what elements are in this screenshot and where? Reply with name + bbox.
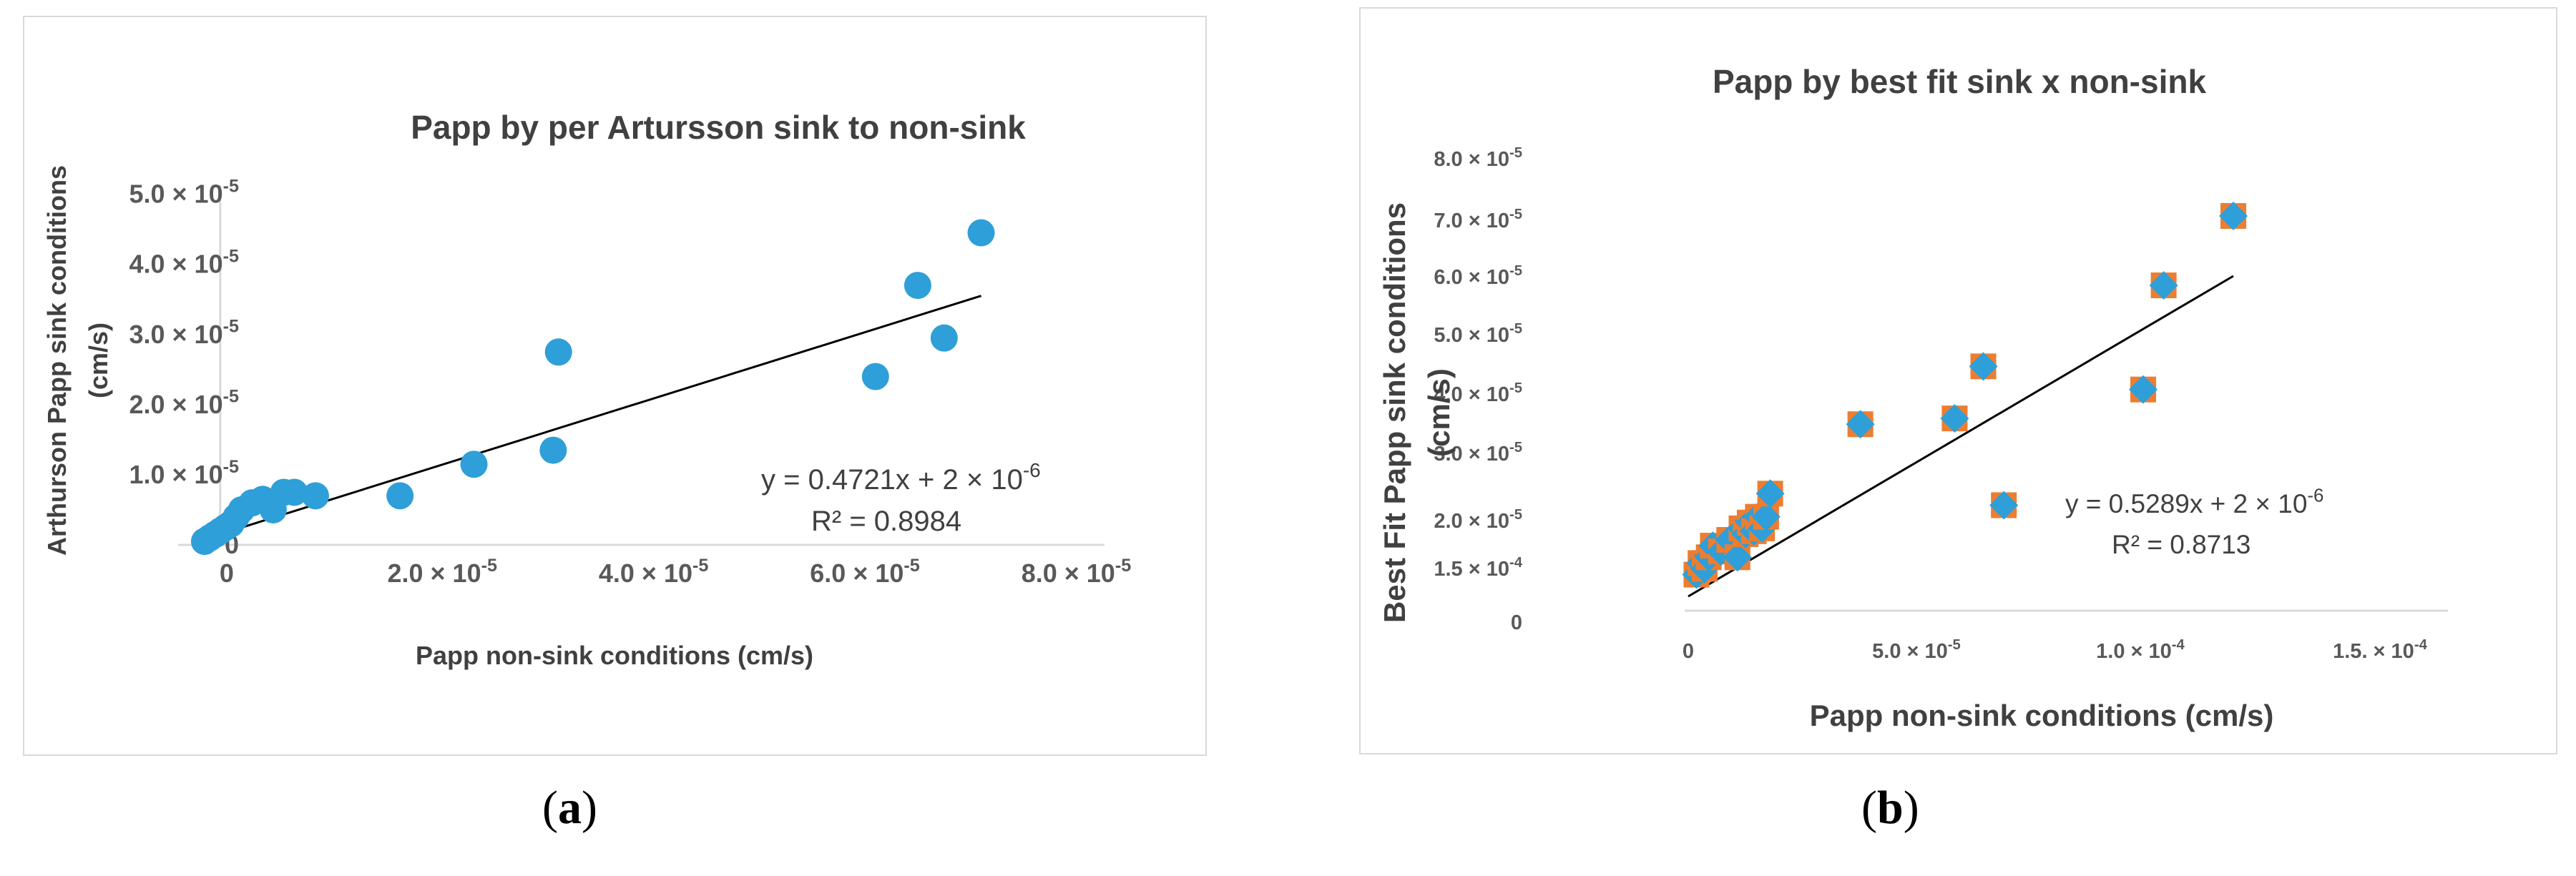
data-point-12 — [280, 478, 308, 506]
data-point-14 — [386, 482, 414, 510]
x-axis-title: Papp non-sink conditions (cm/s) — [1810, 699, 2274, 732]
data-point-diamond-22 — [2219, 202, 2248, 230]
y-tick-label-1: 1.5 × 10-4 — [1434, 555, 1522, 581]
data-point-18 — [861, 363, 889, 390]
data-point-diamond-16 — [1846, 410, 1875, 439]
y-tick-label-5: 5.0 × 10-5 — [129, 176, 239, 208]
data-point-17 — [544, 338, 572, 366]
data-point-21 — [967, 219, 995, 247]
trendline — [199, 295, 981, 542]
y-tick-label-3: 3.0 × 10-5 — [1434, 440, 1522, 466]
data-point-13 — [302, 482, 330, 510]
trendline — [1688, 275, 2234, 598]
y-tick-label-2: 2.0 × 10-5 — [1434, 507, 1522, 533]
data-point-diamond-20 — [2128, 375, 2158, 404]
caption-a: (a) — [542, 782, 597, 834]
scatter-chart-b: Papp by best fit sink x non-sink 0 1.5 × 1… — [1378, 63, 2448, 732]
y-tick-label-0: 0 — [1511, 611, 1522, 634]
chart-panel-a: Papp by per Artursson sink to non-sink 0 1… — [23, 16, 1207, 756]
x-tick-label-2: 4.0 × 10-5 — [599, 556, 709, 588]
data-point-19 — [903, 272, 931, 300]
data-point-diamond-15 — [1755, 479, 1785, 508]
trendline-equation: y = 0.4721x + 2 × 10-6 — [761, 459, 1041, 496]
x-tick-label-2: 1.0 × 10-4 — [2096, 637, 2185, 663]
x-axis-title: Papp non-sink conditions (cm/s) — [416, 641, 813, 670]
data-point-diamond-21 — [2149, 271, 2178, 300]
y-axis-title-line-1: (cm/s) — [1422, 368, 1456, 457]
y-tick-label-2: 2.0 × 10-5 — [129, 387, 239, 419]
data-point-16 — [539, 436, 567, 464]
data-point-20 — [930, 324, 958, 352]
r-squared-label: R² = 0.8713 — [2112, 530, 2251, 559]
chart-panel-b: Papp by best fit sink x non-sink 0 1.5 × 1… — [1359, 7, 2557, 754]
data-point-diamond-7 — [1723, 543, 1752, 572]
y-tick-label-1: 1.0 × 10-5 — [129, 457, 239, 489]
y-tick-label-4: 4.0 × 10-5 — [129, 247, 239, 279]
data-point-diamond-14 — [1751, 502, 1781, 531]
x-tick-label-3: 6.0 × 10-5 — [810, 556, 920, 588]
x-tick-label-0: 0 — [220, 558, 234, 588]
y-tick-label-5: 5.0 × 10-5 — [1434, 321, 1522, 347]
x-tick-label-0: 0 — [1683, 640, 1694, 663]
data-point-diamond-17 — [1940, 404, 1969, 433]
data-point-15 — [460, 451, 488, 478]
data-point-diamond-18 — [1969, 352, 1998, 381]
y-tick-label-7: 7.0 × 10-5 — [1434, 207, 1522, 232]
y-tick-label-4: 4.0 × 10-5 — [1434, 380, 1522, 406]
y-axis-title-line-1: (cm/s) — [84, 323, 113, 398]
x-tick-label-3: 1.5. × 10-4 — [2333, 637, 2427, 663]
y-axis-title-line-0: Best Fit Papp sink conditions — [1378, 202, 1411, 623]
trendline-equation: y = 0.5289x + 2 × 10-6 — [2065, 486, 2323, 518]
y-axis-title-line-0: Arthurson Papp sink conditions — [42, 165, 72, 556]
chart-title: Papp by per Artursson sink to non-sink — [411, 109, 1026, 146]
chart-title: Papp by best fit sink x non-sink — [1713, 63, 2207, 100]
x-tick-label-4: 8.0 × 10-5 — [1022, 556, 1132, 588]
x-tick-label-1: 5.0 × 10-5 — [1872, 637, 1961, 663]
y-tick-label-6: 6.0 × 10-5 — [1434, 263, 1522, 289]
data-point-diamond-19 — [1989, 491, 2019, 520]
scatter-chart-a: Papp by per Artursson sink to non-sink 0 1… — [42, 109, 1132, 670]
r-squared-label: R² = 0.8984 — [811, 506, 961, 537]
y-tick-label-8: 8.0 × 10-5 — [1434, 145, 1522, 171]
x-tick-label-1: 2.0 × 10-5 — [387, 556, 497, 588]
caption-b: (b) — [1861, 782, 1919, 834]
y-tick-label-3: 3.0 × 10-5 — [129, 317, 239, 349]
